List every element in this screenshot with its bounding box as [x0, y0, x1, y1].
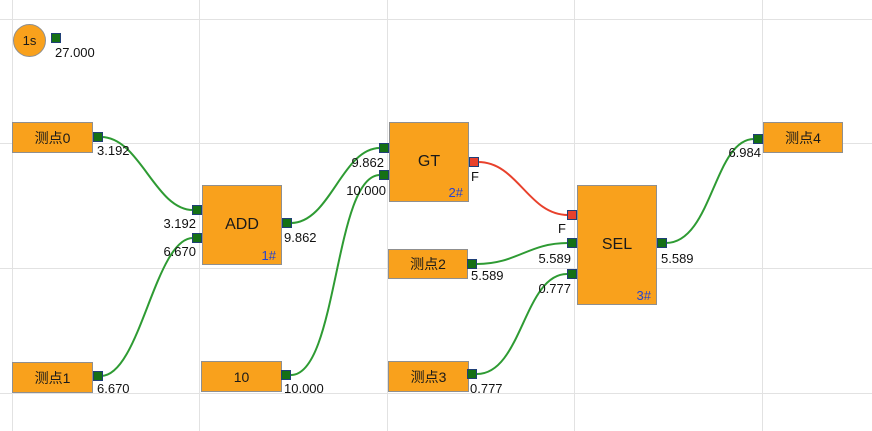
block-cedian1[interactable]: 测点1: [12, 362, 93, 393]
block-label: SEL: [601, 236, 633, 253]
add-output-value: 9.862: [284, 230, 317, 245]
sel-output-port[interactable]: [657, 238, 667, 248]
cedian3-output-value: 0.777: [470, 381, 503, 396]
block-cedian4[interactable]: 测点4: [763, 122, 843, 153]
cedian4-input-port[interactable]: [753, 134, 763, 144]
block-cedian0[interactable]: 测点0: [12, 122, 93, 153]
add-input1-port[interactable]: [192, 205, 202, 215]
add-input1-value: 3.192: [163, 216, 196, 231]
block-gt[interactable]: GT 2#: [389, 122, 469, 202]
cedian2-output-port[interactable]: [467, 259, 477, 269]
cedian0-output-value: 3.192: [97, 143, 130, 158]
const10-output-value: 10.000: [284, 381, 324, 396]
gt-input1-value: 9.862: [351, 155, 384, 170]
add-input2-port[interactable]: [192, 233, 202, 243]
wire-add-to-gt-in1[interactable]: [290, 147, 381, 224]
gt-input2-value: 10.000: [346, 183, 386, 198]
block-label: ADD: [225, 216, 259, 233]
gt-output-value: F: [471, 169, 479, 184]
timer-block[interactable]: 1s: [13, 24, 46, 57]
add-output-port[interactable]: [282, 218, 292, 228]
sel-input2-value: 5.589: [538, 251, 571, 266]
block-index-badge: 2#: [448, 185, 463, 200]
block-add[interactable]: ADD 1#: [202, 185, 282, 265]
block-label: 测点1: [34, 369, 71, 386]
timer-output-port[interactable]: [51, 33, 61, 43]
cedian4-input-value: 6.984: [728, 145, 761, 160]
timer-output-value: 27.000: [55, 45, 95, 60]
sel-input3-value: 0.777: [538, 281, 571, 296]
wire-cedian2-to-sel-in2[interactable]: [476, 242, 569, 265]
wire-sel-to-cedian4[interactable]: [665, 138, 755, 244]
sel-output-value: 5.589: [661, 251, 694, 266]
block-label: 10: [233, 368, 250, 385]
timer-label: 1s: [22, 33, 37, 48]
block-label: 测点3: [410, 368, 447, 385]
cedian0-output-port[interactable]: [93, 132, 103, 142]
cedian3-output-port[interactable]: [467, 369, 477, 379]
sel-input2-port[interactable]: [567, 238, 577, 248]
block-cedian2[interactable]: 测点2: [388, 249, 468, 279]
sel-input-f-value: F: [558, 221, 566, 236]
wire-cedian0-to-add-in1[interactable]: [100, 136, 194, 211]
block-sel[interactable]: SEL 3#: [577, 185, 657, 305]
block-label: 测点4: [785, 129, 821, 146]
wire-const10-to-gt-in2[interactable]: [290, 174, 381, 376]
gt-input2-port[interactable]: [379, 170, 389, 180]
wire-cedian3-to-sel-in3[interactable]: [476, 273, 568, 375]
sel-input-f-port[interactable]: [567, 210, 577, 220]
block-index-badge: 1#: [261, 248, 276, 263]
cedian1-output-port[interactable]: [93, 371, 103, 381]
add-input2-value: 6.670: [163, 244, 196, 259]
gt-input1-port[interactable]: [379, 143, 389, 153]
cedian1-output-value: 6.670: [97, 381, 130, 396]
block-const10[interactable]: 10: [201, 361, 282, 392]
cedian2-output-value: 5.589: [471, 268, 504, 283]
sel-input3-port[interactable]: [567, 269, 577, 279]
block-label: 测点0: [34, 129, 71, 146]
block-label: GT: [417, 153, 441, 170]
block-index-badge: 3#: [636, 288, 651, 303]
wire-gt-to-sel-f[interactable]: [477, 161, 569, 216]
gt-output-port[interactable]: [469, 157, 479, 167]
const10-output-port[interactable]: [281, 370, 291, 380]
block-label: 测点2: [410, 256, 446, 272]
block-cedian3[interactable]: 测点3: [388, 361, 469, 392]
wire-cedian1-to-add-in2[interactable]: [100, 237, 194, 377]
